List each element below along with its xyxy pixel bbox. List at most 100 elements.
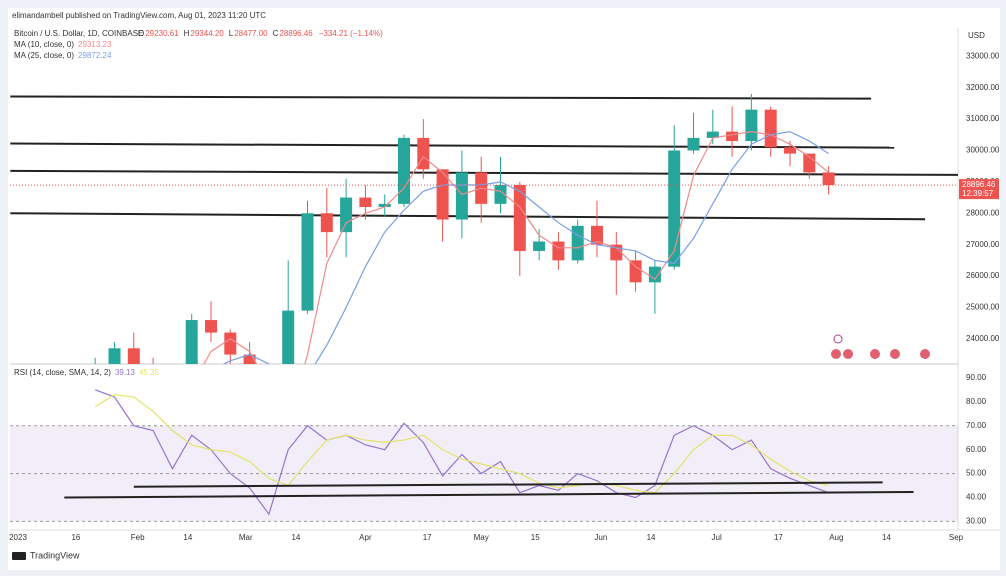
- event-icon: [833, 334, 843, 344]
- candle-body: [513, 185, 526, 251]
- ohlc-value: 28477.00: [234, 29, 268, 38]
- published: elimandambell published on TradingView.c…: [12, 11, 266, 20]
- legend-name: MA (25, close, 0): [14, 51, 74, 60]
- rsi-line: [94, 389, 829, 516]
- trend-line: [10, 169, 958, 176]
- event-icon: [920, 349, 930, 359]
- x-tick-label: Apr: [359, 533, 372, 542]
- candle-body: [571, 225, 584, 261]
- candle-body: [301, 213, 314, 311]
- y-tick-label: 30000.00: [966, 146, 1000, 155]
- trend-line: [64, 490, 914, 499]
- countdown: 12:39:57: [962, 189, 994, 198]
- candle-body: [436, 169, 449, 220]
- candle-body: [455, 172, 468, 220]
- y-tick-label: 26000.00: [966, 271, 1000, 280]
- indicator-name: RSI (14, close, SMA, 14, 2): [14, 368, 111, 377]
- event-icon: [843, 349, 853, 359]
- brand: TradingView: [30, 550, 80, 560]
- event-icon: [831, 349, 841, 359]
- x-tick-label: Mar: [239, 533, 253, 542]
- y-tick-label: 90.00: [966, 373, 987, 382]
- candle-body: [629, 260, 642, 283]
- ma-line: [222, 131, 829, 364]
- candle-body: [803, 153, 816, 173]
- ohlc-key: O: [138, 29, 144, 38]
- candle-body: [648, 266, 661, 283]
- brand-logo: [12, 552, 26, 560]
- symbol: Bitcoin / U.S. Dollar, 1D, COINBASE: [14, 29, 143, 38]
- y-tick-label: 28000.00: [966, 208, 1000, 217]
- y-tick-label: 60.00: [966, 445, 987, 454]
- ma-line: [151, 131, 829, 364]
- x-tick-label: 17: [423, 533, 432, 542]
- legend-value: 39.13: [115, 368, 136, 377]
- candle-body: [108, 348, 121, 364]
- x-tick-label: Feb: [131, 533, 145, 542]
- event-icon: [890, 349, 900, 359]
- candle-body: [591, 225, 603, 245]
- rsi-line: [94, 394, 829, 494]
- y-tick-label: 50.00: [966, 469, 987, 478]
- x-tick-label: 14: [882, 533, 891, 542]
- candle-body: [340, 197, 353, 233]
- ohlc-value: 28896.46: [279, 29, 313, 38]
- y-tick-label: 70.00: [966, 421, 987, 430]
- y-tick-label: 24000.00: [966, 334, 1000, 343]
- y-tick-label: 32000.00: [966, 83, 1000, 92]
- trend-line: [133, 481, 883, 488]
- x-tick-label: Jul: [712, 533, 722, 542]
- legend-name: MA (10, close, 0): [14, 40, 74, 49]
- candle-body: [127, 348, 140, 364]
- candle-body: [320, 213, 333, 233]
- x-tick-label: 17: [774, 533, 783, 542]
- event-icon: [870, 349, 880, 359]
- x-tick-label: Sep: [949, 533, 964, 542]
- last-price-label: 28896.46: [962, 180, 996, 189]
- candle-body: [745, 109, 758, 142]
- currency: USD: [968, 31, 985, 40]
- candle-body: [552, 241, 565, 261]
- candle-body: [784, 147, 796, 154]
- candle-body: [224, 332, 237, 355]
- candle-body: [243, 354, 256, 364]
- y-tick-label: 25000.00: [966, 303, 1000, 312]
- ohlc-value: 29230.61: [145, 29, 179, 38]
- events: [831, 334, 930, 359]
- trend-line: [10, 95, 872, 100]
- legend-value: 45.35: [139, 368, 160, 377]
- y-tick-label: 31000.00: [966, 114, 1000, 123]
- candle-body: [378, 203, 391, 207]
- trend-line: [10, 142, 895, 149]
- x-tick-label: 16: [71, 533, 80, 542]
- x-tick-label: Jun: [594, 533, 607, 542]
- candle-body: [398, 137, 410, 204]
- x-tick-label: 14: [647, 533, 656, 542]
- legend-value: 29872.24: [78, 51, 112, 60]
- candle-body: [359, 197, 372, 207]
- candle-body: [533, 241, 546, 251]
- y-tick-label: 80.00: [966, 397, 987, 406]
- candle-body: [822, 172, 835, 186]
- x-tick-label: 15: [531, 533, 540, 542]
- candle-body: [205, 320, 217, 333]
- ohlc-value: 29344.20: [190, 29, 224, 38]
- x-tick-label: May: [474, 533, 489, 542]
- candle-body: [726, 131, 739, 142]
- y-tick-label: 33000.00: [966, 51, 1000, 60]
- panel: [8, 8, 1000, 570]
- x-tick-label: Aug: [829, 533, 843, 542]
- x-tick-label: 2023: [9, 533, 27, 542]
- rsi-pane: [10, 389, 958, 522]
- legend-value: 29313.23: [78, 40, 112, 49]
- candle-body: [706, 131, 719, 138]
- y-tick-label: 30.00: [966, 517, 987, 526]
- candle-body: [687, 137, 700, 151]
- candle-body: [282, 310, 295, 364]
- ohlc-key: H: [184, 29, 190, 38]
- y-tick-label: 27000.00: [966, 240, 1000, 249]
- x-tick-label: 14: [183, 533, 192, 542]
- last-price-box: [959, 179, 999, 200]
